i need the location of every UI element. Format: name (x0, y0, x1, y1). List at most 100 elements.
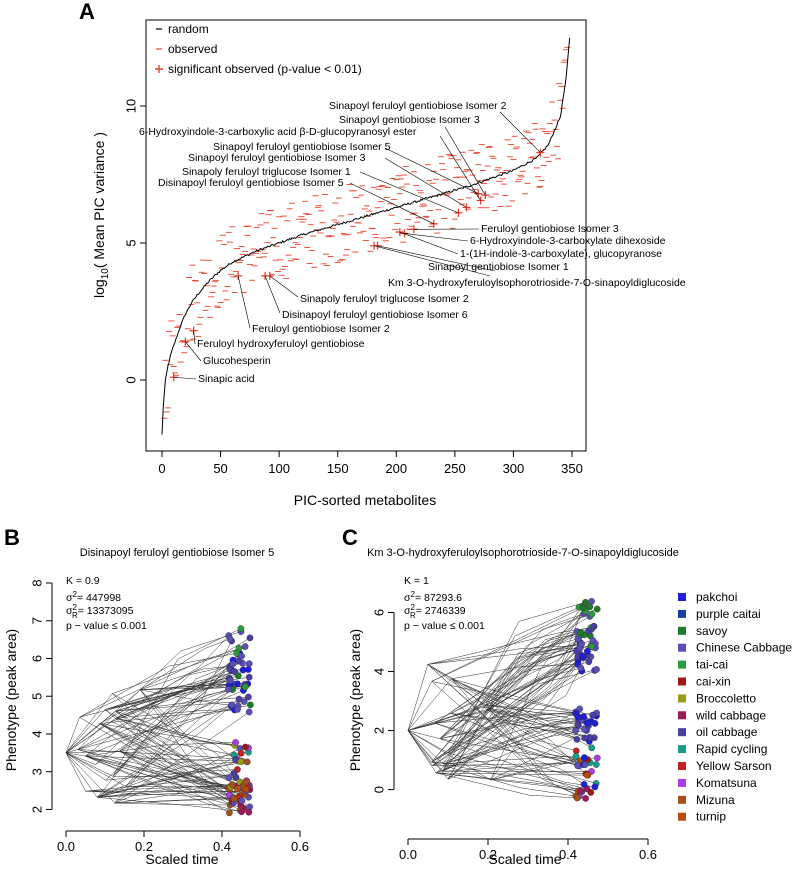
tip-point (577, 664, 585, 672)
panel-b-chart: Disinapoyl feruloyl gentiobiose Isomer 5… (3, 547, 309, 867)
tip-point (592, 761, 600, 768)
legend-group-label: cai-xin (696, 675, 731, 689)
branch (448, 719, 582, 754)
tip-point (245, 660, 253, 668)
tip-point (237, 625, 245, 632)
branch (125, 786, 231, 788)
branch (112, 628, 242, 777)
branch (434, 722, 580, 767)
panel-label-b: B (4, 525, 20, 550)
branch (85, 755, 242, 812)
branch (125, 683, 238, 787)
tip-point (581, 754, 588, 761)
branch (488, 630, 589, 711)
y-title-pre: log (91, 279, 107, 298)
branch (85, 755, 243, 762)
panel-a-plot-box (145, 19, 587, 452)
tip-point (237, 758, 245, 765)
legend-observed-label: observed (168, 42, 217, 56)
branch (115, 717, 236, 760)
branch (115, 635, 229, 719)
tip-point (583, 647, 591, 655)
branch (79, 717, 241, 811)
panel-a-y-axis-title: log10( Mean PIC variance ) (91, 132, 111, 298)
annotation-leader (349, 182, 434, 225)
branch (115, 709, 238, 719)
annotation-leader (269, 275, 299, 298)
x-tick-label: 0.2 (479, 847, 497, 862)
legend-swatch (678, 694, 686, 703)
legend-swatch (678, 677, 686, 686)
branch (115, 669, 231, 719)
panel-c-stat-sigma: σ2= 87293.6 (404, 590, 462, 604)
y-tick-label: 8 (29, 579, 44, 586)
annotation-label: Sinapoyl feruloyl gentiobiose Isomer 5 (213, 141, 391, 153)
legend-significant-label: significant observed (p-value < 0.01) (168, 62, 362, 76)
tip-point (582, 795, 589, 802)
branch (436, 772, 578, 792)
branch (105, 679, 231, 710)
branch (436, 772, 582, 793)
branch (97, 790, 247, 798)
x-tick-label: 0.0 (399, 847, 417, 862)
branch (431, 616, 590, 763)
y-tick-label: 5 (29, 693, 44, 700)
tip-point (588, 744, 596, 752)
panel-a-legend: random observed significant observed (p-… (155, 22, 362, 76)
branch (119, 704, 232, 752)
branch (431, 613, 592, 763)
branch (407, 681, 432, 731)
branch (77, 749, 238, 760)
branch (427, 645, 581, 665)
branch (431, 660, 579, 763)
tip-point (234, 785, 241, 793)
x-tick-label: 0.6 (291, 839, 309, 854)
branch (65, 752, 115, 804)
tip-point (587, 789, 595, 796)
tip-point (573, 794, 581, 802)
branch (85, 755, 241, 796)
annotation-leader (193, 330, 196, 345)
branch (65, 693, 113, 753)
a-x-tick-label: 0 (158, 461, 165, 476)
branch (442, 763, 591, 793)
panel-a-annotations: Sinapoyl feruloyl gentiobiose Isomer 2 Si… (139, 100, 686, 385)
tip-point (591, 783, 599, 791)
annotation-label: Feruloyl hydroxyferuloyl gentiobiose (197, 338, 365, 350)
branch (427, 664, 577, 740)
branch (439, 667, 581, 740)
branch (448, 752, 588, 790)
branch (431, 761, 576, 797)
branch (114, 802, 231, 806)
branch (451, 713, 585, 730)
panel-b-axes: 0.0 0.2 0.4 0.6 2 3 4 5 6 7 8 (29, 579, 309, 854)
tip-point (234, 706, 241, 713)
panel-c-stat-k: K = 1 (404, 575, 429, 587)
panel-label-a: A (79, 0, 95, 24)
y-title-post: ( Mean PIC variance ) (91, 132, 107, 268)
branch (111, 671, 235, 722)
y-tick-label: 3 (29, 768, 44, 775)
tip-point (234, 657, 242, 665)
panel-a-x-axis: 0 50 100 150 200 250 300 350 (158, 451, 583, 476)
annotation-label: Km 3-O-hydroxyferuloylsophorotrioside-7-… (388, 277, 686, 289)
legend-swatch (678, 660, 686, 669)
legend-group-label: pakchoi (696, 590, 737, 604)
tip-point (585, 627, 593, 635)
annotation-label: 6-Hydroxyindole-3-carboxylic acid β-D-gl… (139, 126, 417, 138)
tip-point (240, 698, 248, 705)
tip-point (585, 658, 593, 666)
panel-b-y-axis-title: Phenotype (peak area) (3, 629, 19, 771)
tip-point (580, 781, 588, 788)
panel-a-y-axis: 0 5 10 (123, 99, 146, 384)
tip-point (583, 771, 591, 779)
legend-swatch (678, 812, 686, 821)
tip-point (574, 720, 582, 728)
branch (434, 647, 581, 724)
panel-b-tip-points (225, 625, 254, 817)
branch (434, 713, 576, 724)
random-curve (161, 37, 571, 435)
tip-point (229, 781, 236, 789)
tip-point (245, 708, 253, 716)
legend-swatch (678, 711, 686, 720)
